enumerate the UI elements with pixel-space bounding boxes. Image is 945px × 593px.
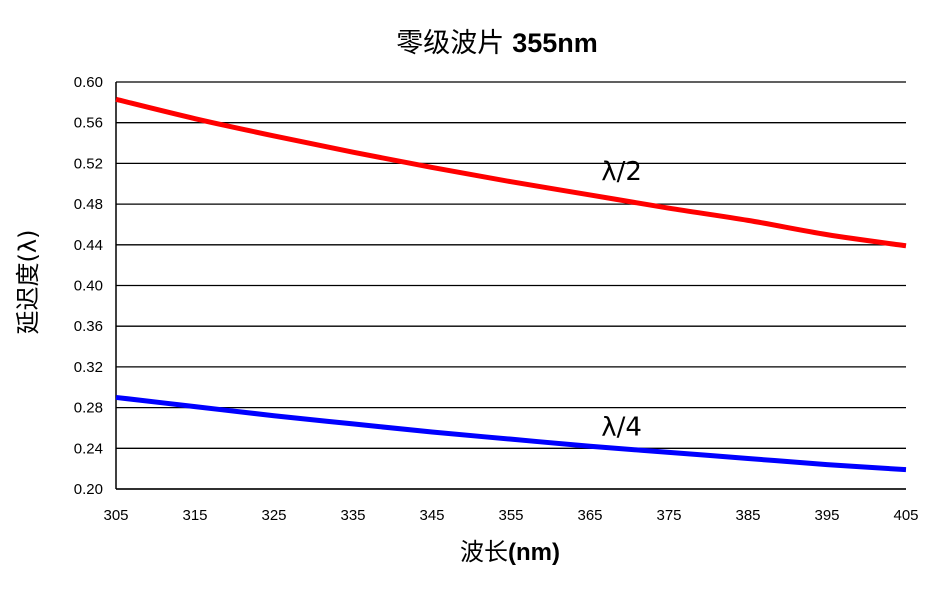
x-tick-label: 335 [340, 507, 365, 524]
y-tick-label: 0.28 [74, 400, 103, 417]
y-tick-label: 0.56 [74, 115, 103, 132]
x-tick-label: 395 [814, 507, 839, 524]
x-axis-title-unit: (nm) [508, 539, 560, 566]
grid-lines [116, 81, 906, 490]
x-tick-label: 405 [893, 507, 918, 524]
series-line-0 [115, 96, 907, 249]
chart-title-bold: 355nm [512, 28, 598, 58]
x-axis-title: 波长(nm) [460, 538, 560, 566]
series-label-0: λ/2 [601, 157, 642, 187]
y-tick-label: 0.24 [74, 440, 103, 457]
axes [115, 82, 906, 490]
x-tick-label: 365 [577, 507, 602, 524]
y-axis-title: 延迟度(λ) [14, 230, 42, 335]
x-tick-label: 385 [735, 507, 760, 524]
x-tick-label: 375 [656, 507, 681, 524]
y-tick-label: 0.40 [74, 278, 103, 295]
chart-title: 零级波片 355nm [396, 28, 598, 59]
x-tick-label: 355 [498, 507, 523, 524]
y-tick-label: 0.20 [74, 481, 103, 498]
x-tick-label: 325 [261, 507, 286, 524]
x-tick-labels: 305 315 325 335 345 355 365 375 385 395 405 [103, 507, 918, 524]
series-line-1 [115, 394, 907, 473]
y-tick-labels: 0.20 0.24 0.28 0.32 0.36 0.40 0.44 0.48 0.52 0.56… [74, 74, 103, 498]
y-tick-label: 0.32 [74, 359, 103, 376]
x-tick-label: 315 [182, 507, 207, 524]
x-tick-label: 345 [419, 507, 444, 524]
chart-title-cjk: 零级波片 [396, 28, 504, 59]
y-tick-label: 0.60 [74, 74, 103, 91]
series-label-1: λ/4 [601, 413, 642, 443]
x-tick-label: 305 [103, 507, 128, 524]
x-axis-title-cjk: 波长 [460, 538, 508, 566]
series-labels: λ/2 λ/4 [601, 157, 642, 442]
series-lines [115, 96, 907, 473]
y-tick-label: 0.36 [74, 318, 103, 335]
y-tick-label: 0.48 [74, 196, 103, 213]
y-tick-label: 0.52 [74, 155, 103, 172]
y-tick-label: 0.44 [74, 237, 103, 254]
